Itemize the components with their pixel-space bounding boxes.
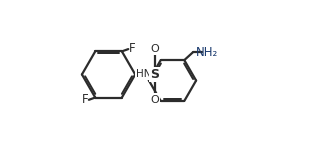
Text: F: F bbox=[129, 42, 135, 55]
Text: F: F bbox=[82, 93, 89, 106]
Text: HN: HN bbox=[136, 69, 151, 80]
Text: O: O bbox=[151, 95, 159, 105]
Text: S: S bbox=[150, 68, 160, 81]
Text: NH₂: NH₂ bbox=[196, 46, 218, 59]
Text: O: O bbox=[151, 44, 159, 54]
